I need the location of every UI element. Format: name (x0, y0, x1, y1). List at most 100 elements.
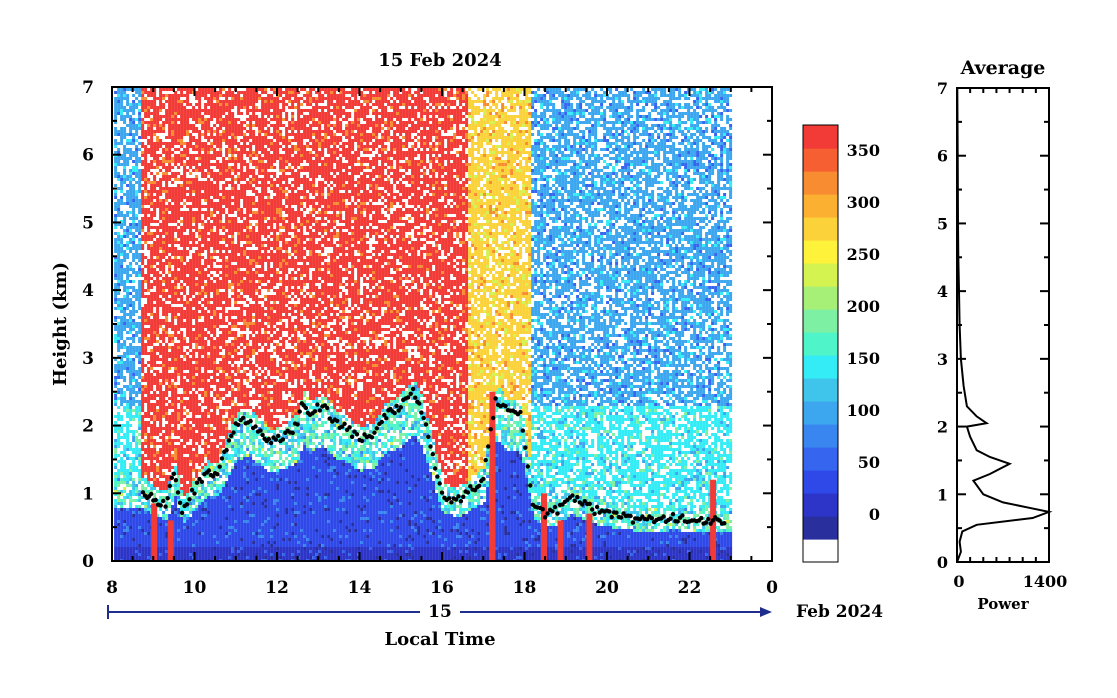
heatmap-cell (150, 130, 154, 133)
heatmap-cell (138, 109, 142, 112)
heatmap-cell (129, 217, 133, 220)
heatmap-cell (129, 130, 133, 133)
heatmap-cell (201, 547, 205, 550)
heatmap-cell (156, 274, 160, 277)
heatmap-cell (189, 280, 193, 283)
heatmap-cell (222, 442, 226, 445)
heatmap-cell (129, 493, 133, 496)
heatmap-cell (204, 232, 208, 235)
heatmap-cell (159, 106, 163, 109)
heatmap-cell (207, 295, 211, 298)
heatmap-cell (171, 421, 175, 424)
heatmap-cell (231, 91, 235, 94)
heatmap-cell (126, 364, 130, 367)
heatmap-cell (204, 196, 208, 199)
heatmap-cell (207, 313, 211, 316)
heatmap-cell (114, 223, 118, 226)
heatmap-cell (123, 319, 127, 322)
heatmap-cell (126, 103, 130, 106)
heatmap-cell (141, 151, 145, 154)
heatmap-cell (132, 109, 136, 112)
heatmap-cell (228, 364, 232, 367)
heatmap-cell (219, 169, 223, 172)
heatmap-cell (156, 517, 160, 520)
heatmap-cell (204, 289, 208, 292)
heatmap-cell (171, 457, 175, 460)
heatmap-cell (204, 544, 208, 547)
heatmap-cell (129, 127, 133, 130)
heatmap-cell (129, 118, 133, 121)
heatmap-cell (159, 262, 163, 265)
heatmap-cell (186, 151, 190, 154)
heatmap-cell (183, 325, 187, 328)
heatmap-cell (165, 241, 169, 244)
heatmap-cell (207, 286, 211, 289)
heatmap-cell (117, 175, 121, 178)
heatmap-cell (132, 460, 136, 463)
heatmap-cell (207, 205, 211, 208)
heatmap-cell (123, 511, 127, 514)
heatmap-cell (183, 130, 187, 133)
heatmap-cell (219, 415, 223, 418)
heatmap-cell (174, 163, 178, 166)
heatmap-cell (126, 481, 130, 484)
heatmap-cell (189, 322, 193, 325)
heatmap-cell (147, 535, 151, 538)
heatmap-cell (183, 400, 187, 403)
heatmap-cell (219, 391, 223, 394)
heatmap-cell (153, 166, 157, 169)
heatmap-cell (126, 553, 130, 556)
heatmap-cell (195, 238, 199, 241)
heatmap-cell (162, 358, 166, 361)
heatmap-cell (222, 226, 226, 229)
heatmap-cell (228, 109, 232, 112)
heatmap-cell (135, 445, 139, 448)
heatmap-cell (174, 127, 178, 130)
heatmap-cell (141, 322, 145, 325)
heatmap-cell (198, 406, 202, 409)
heatmap-cell (222, 361, 226, 364)
heatmap-cell (150, 448, 154, 451)
heatmap-cell (162, 310, 166, 313)
heatmap-cell (168, 445, 172, 448)
heatmap-cell (225, 400, 229, 403)
heatmap-cell (180, 442, 184, 445)
heatmap-cell (177, 358, 181, 361)
heatmap-cell (216, 433, 220, 436)
heatmap-cell (210, 265, 214, 268)
heatmap-cell (180, 286, 184, 289)
heatmap-cell (147, 490, 151, 493)
heatmap-cell (129, 511, 133, 514)
heatmap-cell (195, 388, 199, 391)
heatmap-cell (183, 268, 187, 271)
heatmap-cell (153, 475, 157, 478)
heatmap-cell (231, 502, 235, 505)
heatmap-cell (210, 367, 214, 370)
heatmap-cell (168, 463, 172, 466)
heatmap-cell (180, 427, 184, 430)
heatmap-cell (186, 508, 190, 511)
heatmap-cell (228, 334, 232, 337)
heatmap-cell (135, 217, 139, 220)
heatmap-cell (138, 427, 142, 430)
heatmap-cell (213, 514, 217, 517)
heatmap-cell (231, 535, 235, 538)
heatmap-cell (204, 229, 208, 232)
heatmap-cell (162, 529, 166, 532)
heatmap-cell (150, 334, 154, 337)
heatmap-cell (153, 130, 157, 133)
heatmap-cell (198, 427, 202, 430)
heatmap-cell (162, 292, 166, 295)
heatmap-cell (135, 517, 139, 520)
heatmap-cell (195, 535, 199, 538)
heatmap-cell (114, 121, 118, 124)
heatmap-cell (216, 301, 220, 304)
heatmap-cell (114, 316, 118, 319)
heatmap-cell (150, 106, 154, 109)
heatmap-cell (165, 433, 169, 436)
heatmap-cell (123, 178, 127, 181)
heatmap-cell (162, 268, 166, 271)
heatmap-cell (165, 325, 169, 328)
heatmap-cell (180, 457, 184, 460)
heatmap-cell (159, 304, 163, 307)
